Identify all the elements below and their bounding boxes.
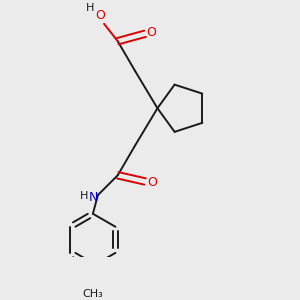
Text: H: H [80, 191, 88, 201]
Text: N: N [89, 191, 98, 204]
Text: O: O [146, 26, 156, 39]
Text: O: O [95, 9, 105, 22]
Text: H: H [86, 3, 94, 13]
Text: CH₃: CH₃ [82, 290, 103, 299]
Text: O: O [147, 176, 157, 189]
